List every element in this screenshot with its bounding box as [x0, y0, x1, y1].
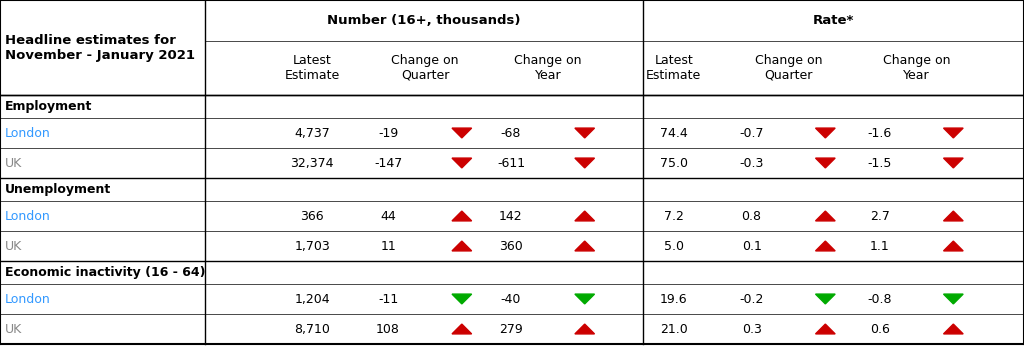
Text: -611: -611 — [497, 157, 525, 170]
Polygon shape — [943, 211, 964, 221]
Text: 11: 11 — [380, 239, 396, 252]
Text: -0.2: -0.2 — [739, 292, 764, 305]
Polygon shape — [574, 241, 595, 251]
Polygon shape — [815, 211, 836, 221]
Text: 0.3: 0.3 — [741, 323, 762, 336]
Polygon shape — [943, 241, 964, 251]
Text: 1,703: 1,703 — [295, 239, 330, 252]
Text: -1.5: -1.5 — [867, 157, 892, 170]
Text: 1,204: 1,204 — [295, 292, 330, 305]
Polygon shape — [815, 294, 836, 304]
Polygon shape — [574, 128, 595, 138]
Text: 44: 44 — [380, 210, 396, 223]
Polygon shape — [815, 128, 836, 138]
Polygon shape — [574, 294, 595, 304]
Text: -0.7: -0.7 — [739, 126, 764, 139]
Text: 108: 108 — [376, 323, 400, 336]
Text: Change on
Year: Change on Year — [514, 54, 582, 82]
Text: Employment: Employment — [5, 100, 92, 113]
Text: -11: -11 — [378, 292, 398, 305]
Text: UK: UK — [5, 239, 23, 252]
Polygon shape — [574, 324, 595, 334]
Text: 1.1: 1.1 — [869, 239, 890, 252]
Text: 8,710: 8,710 — [294, 323, 331, 336]
Text: Headline estimates for
November - January 2021: Headline estimates for November - Januar… — [5, 33, 196, 61]
Text: -1.6: -1.6 — [867, 126, 892, 139]
Text: Number (16+, thousands): Number (16+, thousands) — [328, 14, 520, 27]
Polygon shape — [943, 158, 964, 168]
Text: Change on
Quarter: Change on Quarter — [391, 54, 459, 82]
Polygon shape — [815, 241, 836, 251]
Text: London: London — [5, 292, 51, 305]
Polygon shape — [452, 211, 472, 221]
Text: Economic inactivity (16 - 64): Economic inactivity (16 - 64) — [5, 266, 206, 279]
Text: 75.0: 75.0 — [659, 157, 688, 170]
Text: -0.8: -0.8 — [867, 292, 892, 305]
Polygon shape — [943, 294, 964, 304]
Text: 21.0: 21.0 — [659, 323, 688, 336]
Text: Change on
Year: Change on Year — [883, 54, 950, 82]
Text: 0.1: 0.1 — [741, 239, 762, 252]
Text: -147: -147 — [374, 157, 402, 170]
Text: UK: UK — [5, 323, 23, 336]
Text: Change on
Quarter: Change on Quarter — [755, 54, 822, 82]
Text: 5.0: 5.0 — [664, 239, 684, 252]
Polygon shape — [943, 324, 964, 334]
Polygon shape — [574, 211, 595, 221]
Polygon shape — [815, 158, 836, 168]
Text: 74.4: 74.4 — [659, 126, 688, 139]
Polygon shape — [452, 294, 472, 304]
Polygon shape — [452, 128, 472, 138]
Text: 4,737: 4,737 — [295, 126, 330, 139]
Text: Latest
Estimate: Latest Estimate — [285, 54, 340, 82]
Text: 19.6: 19.6 — [660, 292, 687, 305]
Polygon shape — [452, 158, 472, 168]
Text: -68: -68 — [501, 126, 521, 139]
Text: -19: -19 — [378, 126, 398, 139]
Polygon shape — [452, 324, 472, 334]
Text: -0.3: -0.3 — [739, 157, 764, 170]
Text: London: London — [5, 126, 51, 139]
Text: 2.7: 2.7 — [869, 210, 890, 223]
Text: 0.6: 0.6 — [869, 323, 890, 336]
Text: 0.8: 0.8 — [741, 210, 762, 223]
Text: 32,374: 32,374 — [291, 157, 334, 170]
Polygon shape — [943, 128, 964, 138]
Text: Rate*: Rate* — [813, 14, 854, 27]
Polygon shape — [815, 324, 836, 334]
Text: 7.2: 7.2 — [664, 210, 684, 223]
Text: -40: -40 — [501, 292, 521, 305]
Text: 360: 360 — [499, 239, 523, 252]
Text: 279: 279 — [499, 323, 523, 336]
Text: 366: 366 — [300, 210, 325, 223]
Text: Latest
Estimate: Latest Estimate — [646, 54, 701, 82]
Text: Unemployment: Unemployment — [5, 183, 112, 196]
Polygon shape — [574, 158, 595, 168]
Text: 142: 142 — [499, 210, 523, 223]
Polygon shape — [452, 241, 472, 251]
Text: UK: UK — [5, 157, 23, 170]
Text: London: London — [5, 210, 51, 223]
